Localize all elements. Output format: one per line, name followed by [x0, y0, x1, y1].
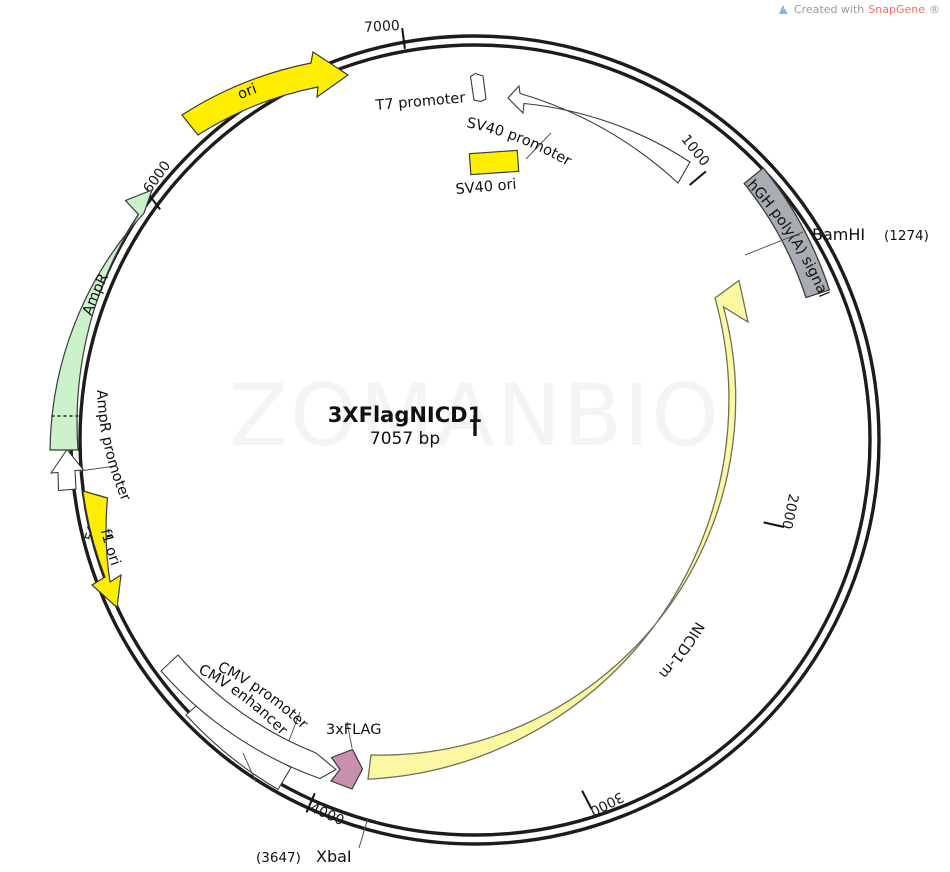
- enzyme-site-xbai[interactable]: (3647) XbaI: [256, 817, 369, 866]
- tick-mark-4000: [305, 792, 316, 813]
- xbai-leader-line: [358, 817, 369, 849]
- t7-promoter-label: T7 promoter: [374, 90, 466, 114]
- sv40-promoter-leader-line: [525, 132, 552, 160]
- 3xflag-leader-line: [346, 721, 353, 749]
- bamhi-leader-line: [744, 231, 804, 256]
- nicd1-label: NICD1-m: [655, 619, 707, 681]
- feature-ori[interactable]: ori: [181, 51, 350, 136]
- enzyme-site-bamhi[interactable]: BamHI (1274): [744, 225, 929, 256]
- feature-t7-promoter[interactable]: T7 promoter: [374, 72, 487, 115]
- 3xflag-label: 3xFLAG: [326, 722, 381, 738]
- t7-promoter-arrow[interactable]: [469, 72, 487, 103]
- xbai-name: XbaI: [316, 847, 352, 866]
- feature-3xflag[interactable]: 3xFLAG: [326, 721, 381, 790]
- credit-brand: SnapGene: [868, 3, 925, 16]
- ampr-arrow[interactable]: [49, 188, 153, 451]
- tick-mark-7000: [401, 27, 406, 50]
- snapgene-credit: Created with SnapGene ®: [777, 3, 940, 16]
- bamhi-name: BamHI: [812, 225, 865, 244]
- tick-mark-2000: [763, 521, 785, 528]
- sv40-ori-label: SV40 ori: [455, 177, 517, 198]
- cmv-enhancer-leader-line: [242, 752, 257, 783]
- ori-arrow[interactable]: [181, 51, 350, 136]
- sv40-ori-box[interactable]: [468, 149, 520, 176]
- credit-prefix: Created with: [793, 3, 865, 16]
- tick-label-2000: 2000: [778, 492, 801, 530]
- f1-ori-arrow[interactable]: [82, 490, 122, 609]
- ampr-promoter-leader-line: [79, 465, 116, 472]
- feature-nicd1-m[interactable]: NICD1-m: [367, 279, 749, 800]
- plasmid-name: 3XFlagNICD1: [328, 403, 482, 427]
- tick-label-7000: 7000: [364, 18, 400, 36]
- feature-sv40-ori[interactable]: SV40 ori: [455, 149, 520, 198]
- 3xflag-arrow[interactable]: [330, 748, 364, 790]
- cmv-enhancer-arrow[interactable]: [160, 654, 337, 780]
- plasmid-length: 7057 bp: [370, 429, 440, 449]
- sv40-promoter-arrow[interactable]: [507, 84, 691, 184]
- feature-f1-ori[interactable]: f1 ori: [82, 490, 123, 609]
- ori-label: ori: [235, 81, 259, 103]
- nicd1-arrow[interactable]: [367, 279, 749, 780]
- tick-mark-1000: [689, 170, 707, 186]
- snapgene-logo-icon: [777, 3, 790, 16]
- credit-suffix: ®: [929, 3, 940, 16]
- ampr-promoter-arrow[interactable]: [49, 448, 85, 492]
- ampr-promoter-label: AmpR promoter: [93, 389, 133, 503]
- xbai-position: (3647): [256, 850, 301, 866]
- bamhi-position: (1274): [884, 228, 929, 244]
- hgh-polya-band[interactable]: [743, 167, 831, 299]
- tick-mark-3000: [581, 790, 593, 810]
